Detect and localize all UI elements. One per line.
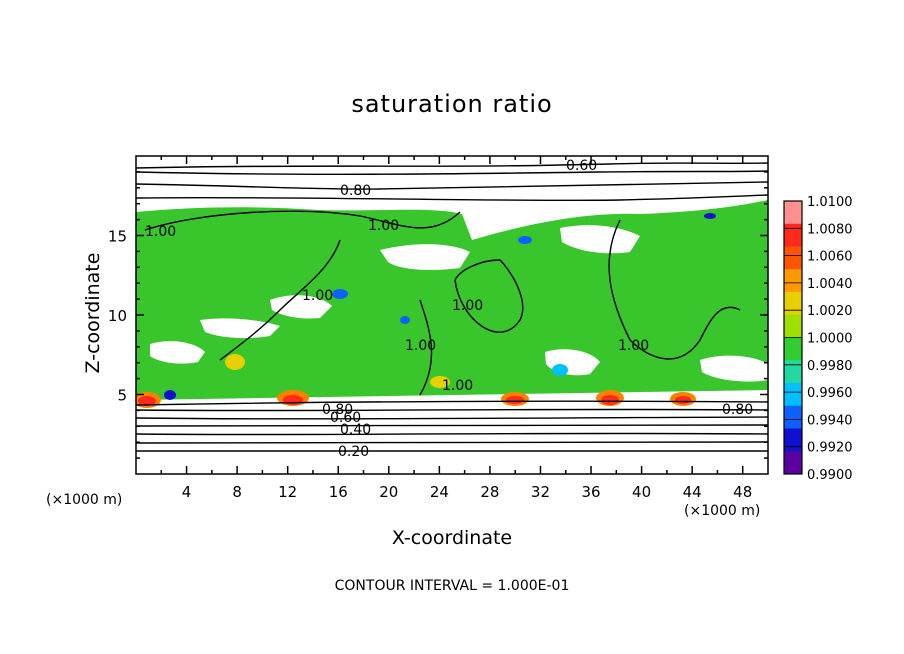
contour-label: 0.40 [340,422,371,438]
x-tick-label: 40 [632,483,651,501]
colorbar-swatch [784,314,802,338]
dry-patch [270,295,332,319]
x-unit-label: (×1000 m) [684,503,761,519]
x-tick-label: 4 [182,483,192,501]
colorbar-swatch [784,405,802,429]
x-tick-label: 16 [329,483,348,501]
z-unit-label: (×1000 m) [46,492,123,508]
contour-label: 0.80 [322,402,353,418]
dry-patch [380,244,470,270]
colorbar-swatch [784,360,802,384]
colorbar-swatch [784,269,802,293]
x-tick-label: 28 [480,483,499,501]
x-axis-label: X-coordinate [391,527,513,549]
dry-patch [700,355,768,382]
contour-label: 1.00 [368,218,399,234]
dry-patch [200,318,280,339]
colorbar-label: 0.9980 [807,359,853,374]
colorbar-swatch [784,428,802,452]
contour-label: 1.00 [452,298,483,314]
colorbar-swatch [784,383,802,407]
contour-label: 0.80 [722,402,753,418]
cool-spots [164,213,716,400]
contour-label: 0.80 [340,183,371,199]
colorbar-label: 0.9900 [807,468,853,483]
contour-label: 1.00 [442,378,473,394]
field-layer [136,162,768,452]
colorbar-swatch [784,223,802,247]
contour-label: 1.00 [618,338,649,354]
contour-interval-note: CONTOUR INTERVAL = 1.000E-01 [334,578,570,594]
colorbar-label: 1.0080 [807,222,853,237]
contour-label: 1.00 [145,224,176,240]
x-tick-label: 24 [430,483,449,501]
colorbar-label: 1.0020 [807,304,853,319]
contour-label: 0.60 [566,158,597,174]
x-tick-label: 48 [733,483,752,501]
colorbar-swatch [784,201,802,225]
colorbar-label: 1.0060 [807,250,853,265]
colorbar-label: 0.9940 [807,413,853,428]
colorbar-label: 1.0100 [807,195,853,210]
dry-patch [150,341,205,364]
colorbar-swatch [784,337,802,361]
contour-lines [136,162,768,452]
colorbar: 1.0100 1.0080 1.0060 1.0040 1.0020 1.0000 0.99… [783,195,853,483]
x-tick-label: 8 [232,483,242,501]
contour-label: 0.60 [330,410,361,426]
colorbar-label: 0.9920 [807,441,853,456]
colorbar-label: 1.0000 [807,332,853,347]
colorbar-swatch [784,246,802,270]
contour-label: 1.00 [405,338,436,354]
colorbar-label: 0.9960 [807,386,853,401]
chart-title: saturation ratio [351,90,553,118]
colorbar-swatch [784,451,802,475]
x-tick-label: 20 [379,483,398,501]
colorbar-swatch [784,292,802,316]
colorbar-label: 1.0040 [807,277,853,292]
x-tick-label: 12 [278,483,297,501]
x-tick-label: 32 [531,483,550,501]
x-tick-label: 44 [683,483,702,501]
x-tick-label: 36 [581,483,600,501]
contour-label: 1.00 [302,288,333,304]
y-tick-label: 15 [108,228,127,246]
y-tick-label: 5 [117,387,127,405]
y-tick-label: 10 [108,307,127,325]
contour-label: 0.20 [338,444,369,460]
dry-patch [560,225,640,254]
